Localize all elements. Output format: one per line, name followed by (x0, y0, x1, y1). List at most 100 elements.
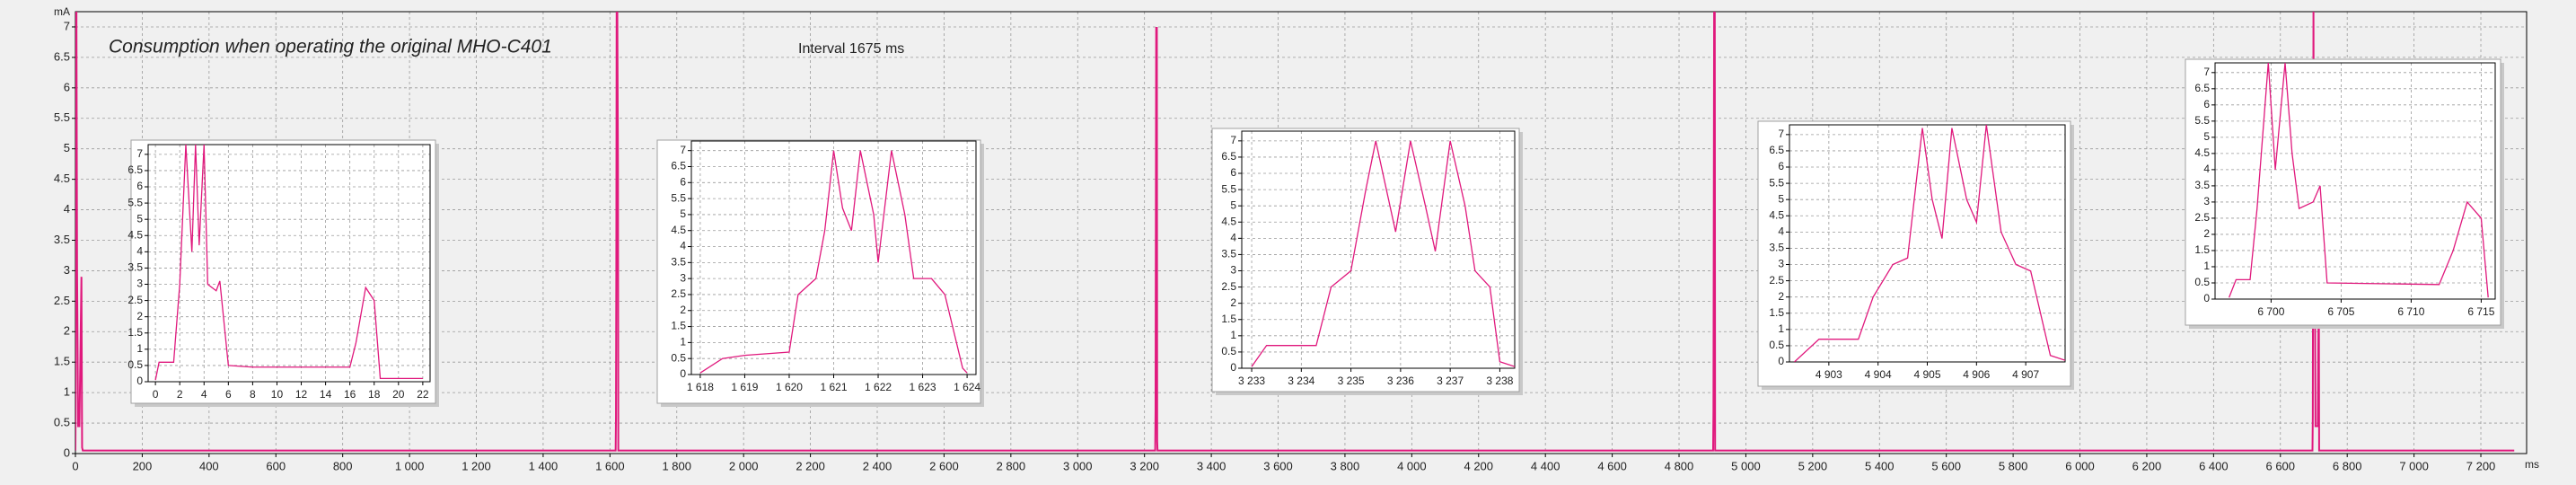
x-tick-label: 4 600 (1597, 459, 1627, 472)
x-tick-label: 2 (177, 388, 183, 401)
y-tick-label: 0.5 (1769, 339, 1784, 351)
inset-chart: 0 0.5 1 1.5 2 2.5 3 3.5 4 4.5 5 5.5 6 6.5 7 6 700 6 705 6… (2185, 58, 2504, 329)
x-tick-label: 5 800 (1999, 459, 2028, 472)
x-tick-label: 800 (333, 459, 353, 472)
data-line (2228, 63, 2489, 298)
y-tick-label: 6.5 (1221, 150, 1236, 163)
x-tick-label: 4 200 (1464, 459, 1493, 472)
y-tick-label: 6 (680, 175, 686, 188)
x-tick-label: 4 (201, 388, 207, 401)
y-tick-label: 1.5 (671, 320, 686, 332)
plot-frame (147, 144, 431, 383)
y-tick-label: 6.5 (1769, 144, 1784, 156)
inset-frame (656, 139, 981, 404)
y-tick-label: 5.5 (127, 196, 143, 208)
y-tick-label: 6 (1778, 160, 1784, 172)
data-line (699, 150, 968, 374)
x-tick-label: 1 800 (662, 459, 691, 472)
y-tick-label: 6 (64, 80, 70, 93)
y-tick-label: 7 (1778, 128, 1784, 140)
y-tick-label: 4 (64, 202, 70, 216)
data-line (75, 12, 2515, 452)
plot-frame (1241, 130, 1516, 369)
y-tick-label: 4 (136, 245, 143, 258)
y-tick-label: 1 (136, 342, 143, 355)
y-tick-label: 7 (64, 19, 70, 32)
x-tick-label: 3 235 (1338, 375, 1365, 387)
y-tick-label: 6 (136, 180, 143, 192)
x-tick-label: 2 200 (796, 459, 825, 472)
x-tick-label: 18 (368, 388, 381, 401)
y-tick-label: 5.5 (2194, 114, 2210, 127)
y-tick-label: 0 (64, 445, 70, 459)
x-tick-label: 1 200 (462, 459, 491, 472)
y-tick-label: 0.5 (127, 358, 143, 371)
inset-frame (1211, 128, 1520, 392)
x-tick-label: 4 905 (1913, 368, 1940, 381)
y-tick-label: 2 (64, 324, 70, 338)
y-tick-label: 1 (2203, 260, 2210, 272)
x-tick-label: 2 600 (929, 459, 959, 472)
x-tick-label: 3 400 (1197, 459, 1226, 472)
y-tick-label: 6.5 (2194, 82, 2210, 94)
x-tick-label: 1 623 (910, 381, 936, 393)
plot-frame (1789, 124, 2066, 363)
y-tick-label: 2 (1230, 296, 1236, 309)
x-tick-label: 4 400 (1531, 459, 1561, 472)
inset-chart: 0 0.5 1 1.5 2 2.5 3 3.5 4 4.5 5 5.5 6 6.5 7 4 903 4 904 4… (1757, 120, 2074, 390)
y-tick-label: 7 (2203, 66, 2210, 78)
x-tick-label: 22 (417, 388, 429, 401)
y-tick-label: 1.5 (2194, 243, 2210, 256)
y-tick-label: 5.5 (1221, 182, 1236, 195)
y-tick-label: 5 (680, 207, 686, 220)
x-tick-label: 1 600 (595, 459, 625, 472)
x-tick-label: 6 715 (2467, 305, 2494, 318)
y-tick-label: 2 (680, 304, 686, 316)
inset-frame (1757, 120, 2071, 387)
x-tick-label: 6 800 (2333, 459, 2362, 472)
x-tick-label: 600 (266, 459, 286, 472)
y-tick-label: 2 (1778, 290, 1784, 303)
x-tick-label: 2 800 (997, 459, 1026, 472)
y-tick-label: 4.5 (54, 172, 70, 185)
x-tick-label: 8 (250, 388, 256, 401)
x-tick-label: 1 400 (529, 459, 558, 472)
y-tick-label: 4.5 (127, 228, 143, 241)
x-tick-label: 400 (199, 459, 219, 472)
x-tick-label: 7 000 (2399, 459, 2429, 472)
x-tick-label: 0 (153, 388, 159, 401)
y-tick-label: 2.5 (1221, 280, 1236, 293)
y-tick-label: 3.5 (671, 256, 686, 269)
x-tick-label: 5 400 (1865, 459, 1895, 472)
y-tick-label: 2.5 (1769, 274, 1784, 287)
y-tick-label: 3.5 (2194, 179, 2210, 191)
x-tick-label: 2 400 (863, 459, 892, 472)
y-tick-label: 0 (680, 367, 686, 380)
y-tick-label: 5 (64, 141, 70, 154)
y-tick-label: 1.5 (1221, 313, 1236, 325)
x-tick-label: 10 (271, 388, 284, 401)
y-tick-label: 4.5 (2194, 146, 2210, 159)
plot-frame (2214, 62, 2496, 300)
y-axis-label: mA (54, 5, 70, 18)
x-tick-label: 12 (295, 388, 308, 401)
y-tick-label: 5.5 (1769, 176, 1784, 189)
y-tick-label: 6 (1230, 166, 1236, 179)
x-tick-label: 6 400 (2199, 459, 2229, 472)
y-tick-label: 2.5 (671, 287, 686, 300)
plot-frame (690, 140, 977, 375)
x-tick-label: 14 (320, 388, 332, 401)
x-tick-label: 6 710 (2397, 305, 2424, 318)
x-tick-label: 2 000 (729, 459, 759, 472)
y-tick-label: 3.5 (54, 233, 70, 246)
x-tick-label: 3 234 (1288, 375, 1314, 387)
y-tick-label: 6 (2203, 98, 2210, 110)
y-tick-label: 6.5 (671, 160, 686, 172)
x-tick-label: 3 000 (1063, 459, 1093, 472)
y-tick-label: 6.5 (127, 163, 143, 176)
x-tick-label: 3 233 (1238, 375, 1265, 387)
y-tick-label: 2.5 (54, 294, 70, 307)
x-tick-label: 5 000 (1731, 459, 1761, 472)
y-tick-label: 3 (1230, 264, 1236, 277)
y-tick-label: 3.5 (1769, 242, 1784, 254)
